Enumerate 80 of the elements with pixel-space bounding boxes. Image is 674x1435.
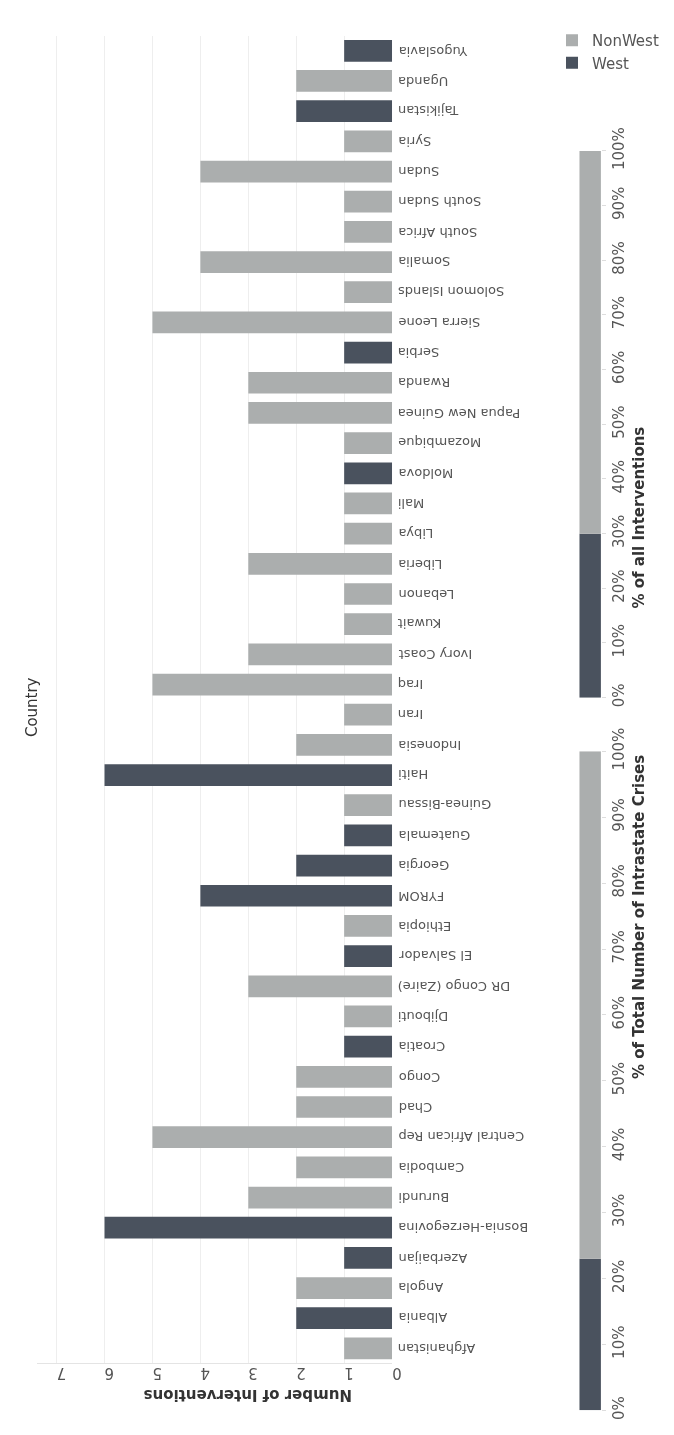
y-tick-label: Georgia xyxy=(398,858,450,874)
y-axis-title: % of Total Number of Intrastate Crises xyxy=(630,754,649,1080)
y-tick-label: 10% xyxy=(609,1325,628,1359)
y-tick-label: Congo xyxy=(398,1069,441,1085)
y-tick-label: 60% xyxy=(609,996,628,1030)
y-tick-label: 100% xyxy=(609,727,628,771)
legend-label: NonWest xyxy=(592,32,659,51)
y-axis-title: Country xyxy=(23,677,42,738)
y-tick-label: Guatemala xyxy=(398,827,471,843)
y-tick-label: Moldova xyxy=(398,465,454,481)
x-tick-label: 4 xyxy=(200,1363,210,1382)
y-tick-label: 0% xyxy=(609,683,628,708)
y-tick-label: 20% xyxy=(609,569,628,603)
y-tick-label: 70% xyxy=(609,930,628,964)
y-tick-label: Chad xyxy=(398,1099,433,1115)
y-tick-label: 40% xyxy=(609,460,628,494)
y-tick-label: Mali xyxy=(397,495,425,511)
y-tick-label: Central African Rep xyxy=(398,1129,525,1145)
y-tick-label: 50% xyxy=(609,1061,628,1096)
y-tick-label: Solomon Islands xyxy=(397,284,505,300)
y-tick-label: Ivory Coast xyxy=(398,646,473,662)
x-tick-label: 5 xyxy=(152,1363,162,1382)
y-tick-label: Sudan xyxy=(398,164,440,180)
y-tick-label: Papua New Guinea xyxy=(397,405,521,421)
y-tick-label: 10% xyxy=(609,624,628,658)
y-tick-label: Rwanda xyxy=(398,375,451,391)
y-tick-label: South Sudan xyxy=(398,194,482,210)
y-tick-label: DR Congo (Zaire) xyxy=(397,978,511,994)
y-tick-label: Kuwait xyxy=(397,616,442,632)
y-tick-label: Guinea-Bissau xyxy=(398,797,492,813)
y-tick-label: 90% xyxy=(609,186,628,221)
y-tick-label: Somalia xyxy=(398,254,451,270)
y-tick-label: 40% xyxy=(609,1127,628,1162)
y-tick-label: Yugoslavia xyxy=(398,43,469,59)
y-tick-label: Afghanistan xyxy=(397,1340,476,1356)
y-tick-label: 30% xyxy=(609,1193,628,1228)
y-tick-label: Lebanon xyxy=(398,586,455,602)
y-tick-label: 90% xyxy=(609,798,628,832)
x-tick-label: 3 xyxy=(248,1363,258,1382)
y-tick-label: Azerbaijan xyxy=(398,1250,468,1266)
y-tick-label: Burundi xyxy=(398,1190,450,1206)
y-tick-label: Djibouti xyxy=(397,1008,449,1024)
y-tick-label: Angola xyxy=(398,1280,444,1296)
y-tick-label: 30% xyxy=(609,514,628,549)
y-tick-label: 60% xyxy=(609,350,628,385)
y-tick-label: Sierra Leone xyxy=(398,314,481,330)
x-axis-title: Number of Interventions xyxy=(143,1385,352,1404)
y-tick-label: 20% xyxy=(609,1259,628,1293)
y-tick-label: Iran xyxy=(397,707,424,723)
y-tick-label: Albania xyxy=(398,1310,448,1326)
x-tick-label: 2 xyxy=(296,1363,306,1382)
y-tick-label: Iraq xyxy=(397,677,424,693)
y-tick-label: Liberia xyxy=(398,556,443,572)
legend-label: West xyxy=(592,54,629,73)
y-tick-label: Indonesia xyxy=(398,737,462,753)
x-tick-label: 7 xyxy=(56,1363,67,1382)
y-tick-label: 80% xyxy=(609,864,628,898)
x-tick-label: 6 xyxy=(104,1363,115,1382)
y-tick-label: 50% xyxy=(609,405,628,439)
y-tick-label: 70% xyxy=(609,296,628,330)
y-tick-label: El Salvador xyxy=(398,948,473,964)
y-tick-label: FYROM xyxy=(398,888,445,904)
y-axis-title: % of all Interventions xyxy=(629,426,648,609)
y-tick-label: Croatia xyxy=(398,1039,446,1055)
y-tick-label: 0% xyxy=(609,1396,628,1421)
y-tick-label: Serbia xyxy=(397,345,440,361)
y-tick-label: Libya xyxy=(398,526,434,542)
x-tick-label: 0 xyxy=(392,1363,402,1382)
y-tick-label: Uganda xyxy=(397,73,449,89)
y-tick-label: Haiti xyxy=(398,767,429,783)
y-tick-label: Bosnia-Herzegovina xyxy=(398,1220,529,1236)
y-tick-label: 80% xyxy=(609,241,628,275)
y-tick-label: Syria xyxy=(398,133,432,149)
y-tick-label: South Africa xyxy=(398,224,478,240)
x-tick-label: 1 xyxy=(344,1363,354,1382)
y-tick-label: 100% xyxy=(609,127,628,171)
y-tick-label: Mozambique xyxy=(398,435,482,451)
y-tick-label: Tajikistan xyxy=(397,103,460,119)
y-tick-label: Cambodia xyxy=(398,1159,465,1175)
y-tick-label: Ethiopia xyxy=(398,918,452,934)
